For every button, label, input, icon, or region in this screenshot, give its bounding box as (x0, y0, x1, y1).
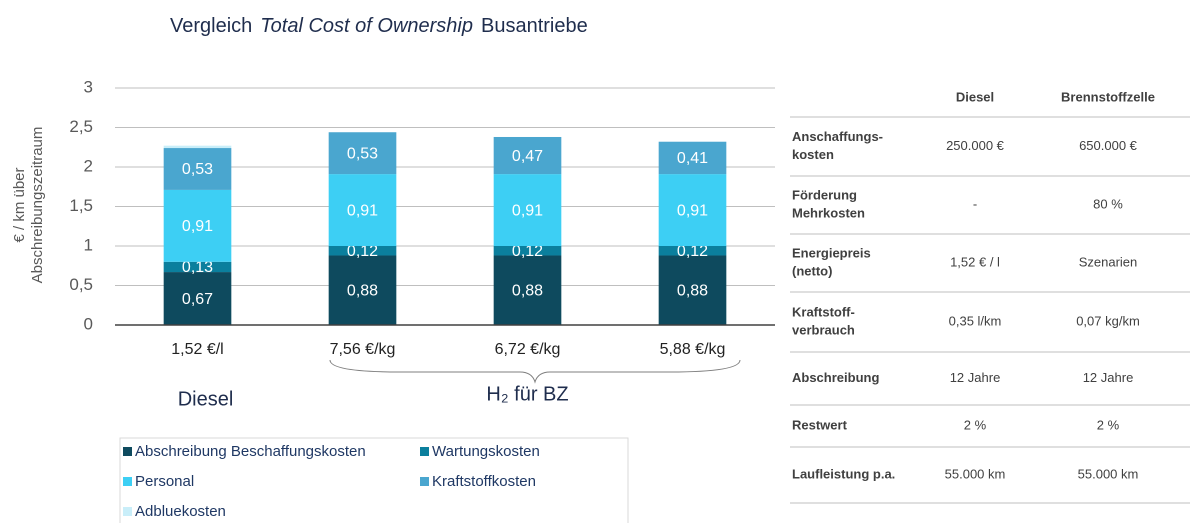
table-cell: 12 Jahre (1083, 370, 1134, 385)
bar-segment (163, 148, 232, 190)
table-header: Diesel (956, 89, 994, 104)
table-header: Brennstoffzelle (1061, 89, 1155, 104)
bar-segment (163, 272, 232, 325)
y-axis-label: € / km über (11, 167, 28, 242)
title-part: Vergleich (170, 15, 252, 37)
table-cell: 80 % (1093, 196, 1123, 211)
row-label: Kraftstoff- (792, 304, 855, 319)
table-cell: 650.000 € (1079, 138, 1138, 153)
y-axis-label: Abschreibungszeitraum (29, 127, 46, 284)
x-tick-label: 5,88 €/kg (660, 341, 726, 358)
y-tick-label: 0,5 (69, 275, 93, 294)
value-label: 0,91 (512, 202, 543, 219)
row-label: (netto) (792, 263, 832, 278)
row-label: Abschreibung (792, 370, 879, 385)
value-label: 0,47 (512, 148, 543, 165)
legend-swatch (420, 477, 429, 486)
row-label: kosten (792, 147, 834, 162)
row-label: Laufleistung p.a. (792, 466, 895, 481)
table-cell: 12 Jahre (950, 370, 1001, 385)
table-cell: 55.000 km (945, 466, 1006, 481)
row-label: Mehrkosten (792, 205, 865, 220)
legend-swatch (123, 447, 132, 456)
value-label: 0,88 (347, 282, 378, 299)
row-label: Energiepreis (792, 245, 871, 260)
y-tick-label: 1,5 (69, 196, 93, 215)
bar-segment (658, 255, 727, 325)
value-label: 0,12 (677, 243, 708, 260)
row-label: Restwert (792, 417, 848, 432)
bar-segment (328, 132, 397, 175)
value-label: 0,91 (677, 202, 708, 219)
value-label: 0,12 (512, 243, 543, 260)
row-label: Förderung (792, 187, 857, 202)
legend-label: Abschreibung Beschaffungskosten (135, 443, 366, 460)
bar-segment (493, 136, 562, 175)
value-label: 0,91 (182, 218, 213, 235)
value-label: 0,12 (347, 243, 378, 260)
value-label: 0,53 (182, 161, 213, 178)
bar-segment (163, 189, 232, 262)
bar-segment (658, 174, 727, 246)
group-label: H₂ für BZ (486, 383, 568, 405)
table-cell: Szenarien (1079, 254, 1138, 269)
table-cell: 1,52 € / l (950, 254, 1000, 269)
x-tick-label: 7,56 €/kg (330, 341, 396, 358)
bar-segment (163, 261, 232, 273)
value-label: 0,41 (677, 150, 708, 167)
table-cell: 2 % (964, 417, 987, 432)
table-cell: 0,07 kg/km (1076, 313, 1140, 328)
bar-segment (493, 174, 562, 246)
title-part: Busantriebe (481, 15, 588, 37)
bar-segment (328, 246, 397, 256)
legend-label: Personal (135, 473, 194, 490)
y-tick-label: 2,5 (69, 117, 93, 136)
legend-swatch (123, 477, 132, 486)
legend-label: Kraftstoffkosten (432, 473, 536, 490)
title-part: Total Cost of Ownership (260, 15, 473, 37)
y-tick-label: 2 (84, 156, 93, 175)
bar-segment (493, 246, 562, 256)
bar-segment (328, 174, 397, 246)
table-cell: - (973, 196, 977, 211)
row-label: Anschaffungs- (792, 129, 883, 144)
y-tick-label: 3 (84, 77, 93, 96)
group-label: Diesel (178, 388, 234, 410)
x-tick-label: 6,72 €/kg (495, 341, 561, 358)
value-label: 0,88 (677, 282, 708, 299)
table-cell: 250.000 € (946, 138, 1005, 153)
value-label: 0,53 (347, 145, 378, 162)
bar-segment (163, 145, 232, 149)
table-cell: 2 % (1097, 417, 1120, 432)
value-label: 0,67 (182, 291, 213, 308)
legend-swatch (420, 447, 429, 456)
group-brace (329, 359, 741, 384)
chart-title: Vergleich Total Cost of Ownership Busantri… (170, 15, 588, 37)
bar-segment (493, 255, 562, 325)
legend-label: Wartungskosten (432, 443, 540, 460)
row-label: verbrauch (792, 322, 855, 337)
legend-label: Adbluekosten (135, 503, 226, 520)
y-tick-label: 1 (84, 235, 93, 254)
value-label: 0,88 (512, 282, 543, 299)
value-label: 0,91 (347, 202, 378, 219)
bar-segment (658, 246, 727, 256)
legend-box (119, 437, 629, 523)
bar-segment (658, 141, 727, 175)
x-tick-label: 1,52 €/l (171, 341, 223, 358)
legend-swatch (123, 507, 132, 516)
value-label: 0,13 (182, 259, 213, 276)
y-tick-label: 0 (84, 314, 93, 333)
bar-segment (328, 255, 397, 325)
table-cell: 55.000 km (1078, 466, 1139, 481)
table-cell: 0,35 l/km (949, 313, 1002, 328)
